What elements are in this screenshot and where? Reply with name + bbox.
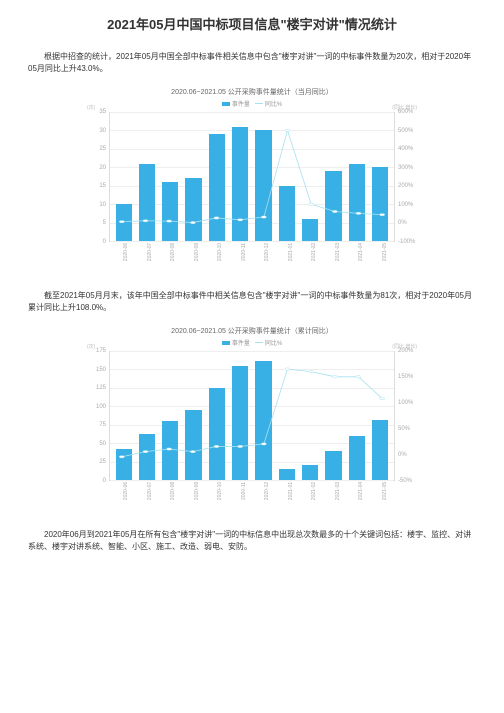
- y-left-tick: 30: [99, 128, 106, 134]
- x-tick: 2020-09: [193, 240, 211, 264]
- y-left-tick: 125: [96, 385, 106, 391]
- y-right-tick: 0%: [398, 220, 407, 226]
- x-tick: 2020-06: [123, 479, 141, 503]
- x-tick: 2020-10: [217, 479, 235, 503]
- chart-bar: [302, 219, 318, 241]
- y-right-tick: 300%: [398, 165, 413, 171]
- chart-2-legend: 事件量 同比%: [87, 338, 417, 347]
- chart-bar: [162, 182, 178, 241]
- x-tick: 2021-05: [381, 240, 399, 264]
- y-left-tick: 35: [99, 109, 106, 115]
- y-right-tick: -100%: [398, 239, 415, 245]
- x-tick: 2021-01: [287, 479, 305, 503]
- y-left-tick: 10: [99, 202, 106, 208]
- y-left-tick: 0: [103, 239, 106, 245]
- y-right-tick: 400%: [398, 146, 413, 152]
- y-right-tick: 200%: [398, 183, 413, 189]
- y-left-tick: 150: [96, 367, 106, 373]
- chart-bar: [325, 171, 341, 241]
- chart-1: 2020.06~2021.05 公开采购事件量统计（当月同比） 事件量 同比% …: [87, 87, 417, 260]
- y-right-tick: 0%: [398, 452, 407, 458]
- y-left-tick: 25: [99, 459, 106, 465]
- x-tick: 2021-03: [334, 240, 352, 264]
- y-left-tick: 75: [99, 422, 106, 428]
- y-right-tick: 150%: [398, 374, 413, 380]
- x-tick: 2020-08: [170, 479, 188, 503]
- chart-bar: [372, 420, 388, 480]
- x-tick: 2020-11: [240, 479, 258, 503]
- x-tick: 2020-07: [146, 240, 164, 264]
- chart-bar: [255, 361, 271, 480]
- chart-2: 2020.06~2021.05 公开采购事件量统计（累计同比） 事件量 同比% …: [87, 326, 417, 499]
- y-right-tick: 500%: [398, 128, 413, 134]
- paragraph-2: 截至2021年05月月末，该年中国全部中标事件中相关信息包含"楼宇对讲"一词的中…: [28, 290, 476, 314]
- chart-bar: [232, 366, 248, 480]
- x-tick: 2021-02: [311, 479, 329, 503]
- y-right-tick: 200%: [398, 348, 413, 354]
- chart-2-title: 2020.06~2021.05 公开采购事件量统计（累计同比）: [87, 326, 417, 336]
- x-tick: 2020-12: [264, 479, 282, 503]
- paragraph-3: 2020年06月到2021年05月在所有包含"楼宇对讲"一词的中标信息中出现总次…: [28, 529, 476, 553]
- x-tick: 2021-04: [358, 240, 376, 264]
- x-tick: 2021-05: [381, 479, 399, 503]
- chart-bar: [116, 449, 132, 480]
- page-title: 2021年05月中国中标项目信息"楼宇对讲"情况统计: [28, 14, 476, 33]
- chart-bar: [185, 178, 201, 241]
- chart-bar: [279, 186, 295, 241]
- x-tick: 2020-10: [217, 240, 235, 264]
- y-right-tick: 100%: [398, 202, 413, 208]
- y-right-tick: -50%: [398, 478, 412, 484]
- chart-bar: [232, 127, 248, 241]
- chart-2-yleft-unit: (次): [87, 343, 95, 350]
- chart-1-yleft-unit: (次): [87, 104, 95, 111]
- chart-bar: [139, 434, 155, 480]
- x-tick: 2020-07: [146, 479, 164, 503]
- y-left-tick: 20: [99, 165, 106, 171]
- y-right-tick: 100%: [398, 400, 413, 406]
- chart-bar: [209, 388, 225, 480]
- chart-bar: [209, 134, 225, 241]
- chart-bar: [185, 410, 201, 480]
- y-left-tick: 15: [99, 183, 106, 189]
- x-tick: 2021-03: [334, 479, 352, 503]
- x-tick: 2020-11: [240, 240, 258, 264]
- paragraph-1: 根据中招查的统计，2021年05月中国全部中标事件相关信息中包含"楼宇对讲"一词…: [28, 51, 476, 75]
- chart-bar: [349, 164, 365, 241]
- y-left-tick: 50: [99, 441, 106, 447]
- chart-1-title: 2020.06~2021.05 公开采购事件量统计（当月同比）: [87, 87, 417, 97]
- y-right-tick: 50%: [398, 426, 410, 432]
- x-tick: 2020-06: [123, 240, 141, 264]
- chart-bar: [139, 164, 155, 241]
- chart-bar: [162, 421, 178, 480]
- y-left-tick: 175: [96, 348, 106, 354]
- chart-bar: [372, 167, 388, 241]
- y-left-tick: 0: [103, 478, 106, 484]
- x-tick: 2021-01: [287, 240, 305, 264]
- x-tick: 2021-02: [311, 240, 329, 264]
- y-left-tick: 100: [96, 404, 106, 410]
- chart-bar: [116, 204, 132, 241]
- y-right-tick: 600%: [398, 109, 413, 115]
- chart-bar: [302, 465, 318, 480]
- x-tick: 2020-09: [193, 479, 211, 503]
- chart-bar: [349, 436, 365, 480]
- chart-bar: [325, 451, 341, 480]
- chart-1-legend: 事件量 同比%: [87, 99, 417, 108]
- x-tick: 2021-04: [358, 479, 376, 503]
- x-tick: 2020-12: [264, 240, 282, 264]
- y-left-tick: 25: [99, 146, 106, 152]
- chart-bar: [255, 130, 271, 241]
- x-tick: 2020-08: [170, 240, 188, 264]
- y-left-tick: 5: [103, 220, 106, 226]
